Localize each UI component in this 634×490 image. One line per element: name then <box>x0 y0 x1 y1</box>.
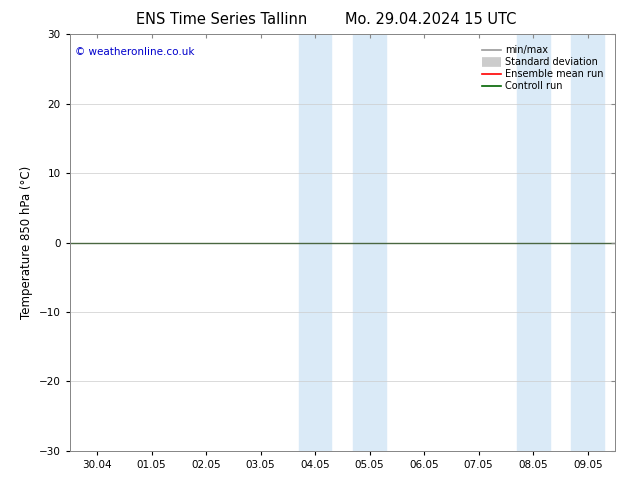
Text: © weatheronline.co.uk: © weatheronline.co.uk <box>75 47 195 57</box>
Bar <box>571 34 604 451</box>
Bar <box>517 34 550 451</box>
Bar <box>299 34 332 451</box>
Text: ENS Time Series Tallinn: ENS Time Series Tallinn <box>136 12 307 27</box>
Y-axis label: Temperature 850 hPa (°C): Temperature 850 hPa (°C) <box>20 166 33 319</box>
Bar <box>353 34 386 451</box>
Legend: min/max, Standard deviation, Ensemble mean run, Controll run: min/max, Standard deviation, Ensemble me… <box>478 41 607 95</box>
Text: Mo. 29.04.2024 15 UTC: Mo. 29.04.2024 15 UTC <box>346 12 517 27</box>
